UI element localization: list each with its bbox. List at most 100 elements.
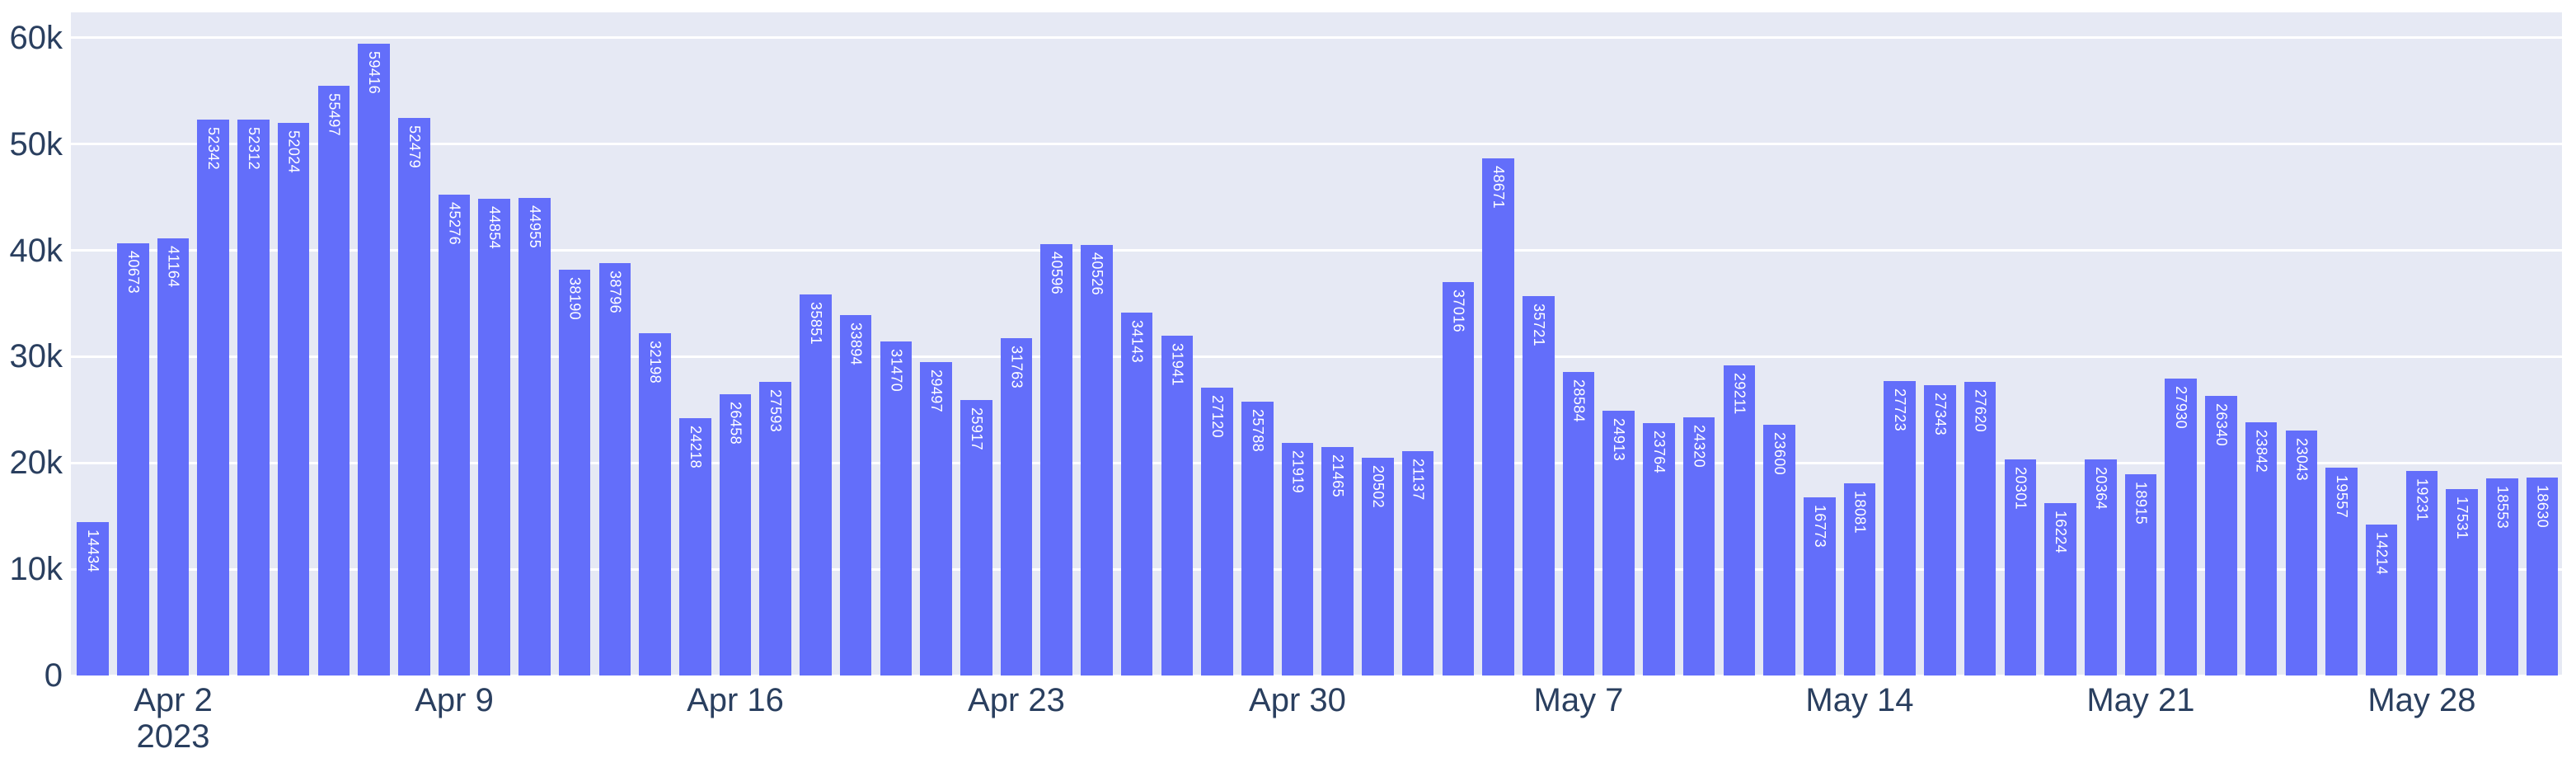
bar-2023-05-21[interactable]: 18915 — [2124, 474, 2157, 676]
bar-2023-04-25[interactable]: 40526 — [1081, 244, 1113, 676]
bar-value-label: 32198 — [647, 341, 664, 384]
x-tick-main: May 21 — [2086, 682, 2195, 718]
bar-2023-05-18[interactable]: 20301 — [2004, 459, 2037, 676]
bar-2023-05-19[interactable]: 16224 — [2044, 502, 2076, 676]
x-tick-label-May-7: May 7 — [1447, 682, 1710, 718]
bar-2023-05-25[interactable]: 23043 — [2285, 431, 2318, 676]
bar-2023-05-31[interactable]: 18630 — [2526, 477, 2559, 676]
bar-2023-04-20[interactable]: 31470 — [880, 341, 913, 676]
bar-value-label: 18915 — [2133, 482, 2150, 525]
bar-2023-05-04[interactable]: 37016 — [1442, 282, 1475, 676]
bar-value-label: 18553 — [2494, 485, 2511, 530]
x-tick-main: May 14 — [1805, 682, 1914, 718]
bar-2023-04-06[interactable]: 55497 — [317, 85, 350, 676]
bar-2023-04-30[interactable]: 21919 — [1281, 442, 1314, 676]
bar-2023-04-01[interactable]: 40673 — [117, 242, 149, 676]
bar-2023-04-26[interactable]: 34143 — [1120, 313, 1153, 676]
bar-2023-04-11[interactable]: 44955 — [518, 197, 551, 676]
bar-2023-05-08[interactable]: 24913 — [1602, 411, 1635, 676]
bar-2023-05-22[interactable]: 27930 — [2165, 379, 2197, 676]
y-tick-label-40k: 40k — [9, 232, 63, 269]
bar-2023-05-09[interactable]: 23764 — [1643, 422, 1675, 676]
bar-value-label: 34143 — [1128, 320, 1146, 364]
bar-value-label: 27343 — [1931, 392, 1949, 435]
bar-2023-04-08[interactable]: 52479 — [398, 117, 430, 676]
bar-2023-05-29[interactable]: 17531 — [2446, 489, 2478, 676]
x-tick-label-May-21: May 21 — [2009, 682, 2273, 718]
bar-value-label: 33894 — [847, 322, 865, 366]
bar-2023-04-09[interactable]: 45276 — [438, 194, 471, 676]
x-tick-label-May-14: May 14 — [1728, 682, 1992, 718]
bar-2023-04-16[interactable]: 26458 — [719, 394, 752, 676]
x-tick-label-May-28: May 28 — [2290, 682, 2554, 718]
bar-value-label: 23842 — [2253, 429, 2270, 473]
bar-2023-04-07[interactable]: 59416 — [358, 44, 390, 676]
y-tick-label-20k: 20k — [9, 445, 63, 482]
bar-2023-04-18[interactable]: 35851 — [800, 294, 832, 676]
bar-2023-04-22[interactable]: 25917 — [960, 400, 992, 676]
bar-2023-05-26[interactable]: 19557 — [2325, 468, 2358, 676]
bar-2023-04-24[interactable]: 40596 — [1040, 243, 1072, 676]
bar-2023-04-28[interactable]: 27120 — [1201, 387, 1233, 676]
bar-2023-05-16[interactable]: 27343 — [1924, 384, 1956, 676]
bar-2023-04-21[interactable]: 29497 — [920, 361, 952, 676]
plot-area: 14434 40673 41164 52342 52312 52024 55497 59416… — [71, 12, 2562, 676]
bar-2023-05-05[interactable]: 48671 — [1482, 158, 1514, 676]
bar-2023-05-13[interactable]: 16773 — [1804, 497, 1836, 676]
bar-2023-04-12[interactable]: 38190 — [558, 269, 591, 676]
bar-2023-05-17[interactable]: 27620 — [1964, 382, 1997, 676]
bar-2023-04-10[interactable]: 44854 — [478, 199, 510, 676]
bar-2023-05-12[interactable]: 23600 — [1763, 424, 1795, 676]
bar-value-label: 29211 — [1731, 372, 1748, 415]
bar-2023-05-07[interactable]: 28584 — [1562, 371, 1595, 676]
bar-2023-04-13[interactable]: 38796 — [598, 263, 631, 676]
bar-value-label: 31470 — [888, 348, 905, 392]
bar-value-label: 40526 — [1088, 252, 1105, 295]
bar-2023-05-28[interactable]: 19231 — [2405, 471, 2438, 676]
bar-2023-05-14[interactable]: 18081 — [1843, 483, 1876, 676]
bar-2023-04-19[interactable]: 33894 — [839, 315, 872, 676]
bar-2023-05-06[interactable]: 35721 — [1523, 295, 1555, 676]
bar-2023-04-23[interactable]: 31763 — [1000, 337, 1033, 676]
bar-2023-04-27[interactable]: 31941 — [1161, 336, 1194, 676]
x-tick-label-Apr-23: Apr 23 — [884, 682, 1148, 718]
x-tick-main: Apr 2 — [134, 682, 213, 718]
bar-2023-03-31[interactable]: 14434 — [77, 522, 109, 676]
bar-2023-04-29[interactable]: 25788 — [1241, 401, 1274, 676]
bar-2023-04-04[interactable]: 52312 — [237, 119, 270, 676]
bar-value-label: 27620 — [1972, 389, 1989, 433]
bar-value-label: 21137 — [1410, 458, 1427, 501]
bar-2023-05-27[interactable]: 14214 — [2365, 524, 2398, 676]
bar-value-label: 18630 — [2534, 484, 2551, 529]
bar-value-label: 24218 — [687, 425, 704, 469]
bar-2023-05-30[interactable]: 18553 — [2486, 478, 2518, 676]
bar-2023-04-03[interactable]: 52342 — [197, 119, 229, 676]
bar-value-label: 28584 — [1570, 379, 1588, 422]
bar-2023-04-17[interactable]: 27593 — [759, 382, 791, 676]
bar-2023-05-24[interactable]: 23842 — [2245, 421, 2278, 676]
bar-value-label: 16224 — [2053, 510, 2070, 554]
bar-2023-04-05[interactable]: 52024 — [277, 122, 310, 676]
bar-value-label: 27723 — [1892, 388, 1909, 431]
bar-2023-05-02[interactable]: 20502 — [1362, 457, 1394, 676]
bar-2023-05-01[interactable]: 21465 — [1321, 447, 1354, 676]
x-tick-label-Apr-9: Apr 9 — [322, 682, 586, 718]
bar-value-label: 23764 — [1650, 430, 1668, 473]
x-tick-main: Apr 16 — [687, 682, 784, 718]
bar-2023-04-14[interactable]: 32198 — [639, 333, 671, 676]
bar-value-label: 40673 — [124, 250, 142, 294]
bar-value-label: 52024 — [285, 129, 303, 173]
bar-2023-05-15[interactable]: 27723 — [1884, 380, 1916, 676]
bar-2023-04-02[interactable]: 41164 — [157, 238, 190, 676]
x-tick-main: May 7 — [1533, 682, 1624, 718]
bar-value-label: 48671 — [1490, 165, 1508, 209]
x-tick-main: Apr 9 — [415, 682, 494, 718]
bar-2023-05-10[interactable]: 24320 — [1682, 417, 1715, 676]
bar-2023-05-23[interactable]: 26340 — [2205, 395, 2237, 676]
bar-2023-05-03[interactable]: 21137 — [1401, 450, 1434, 676]
bar-value-label: 16773 — [1811, 504, 1828, 548]
x-tick-main: May 28 — [2367, 682, 2476, 718]
bar-2023-05-20[interactable]: 20364 — [2085, 459, 2117, 676]
bar-2023-05-11[interactable]: 29211 — [1723, 365, 1756, 676]
bar-2023-04-15[interactable]: 24218 — [679, 417, 711, 676]
